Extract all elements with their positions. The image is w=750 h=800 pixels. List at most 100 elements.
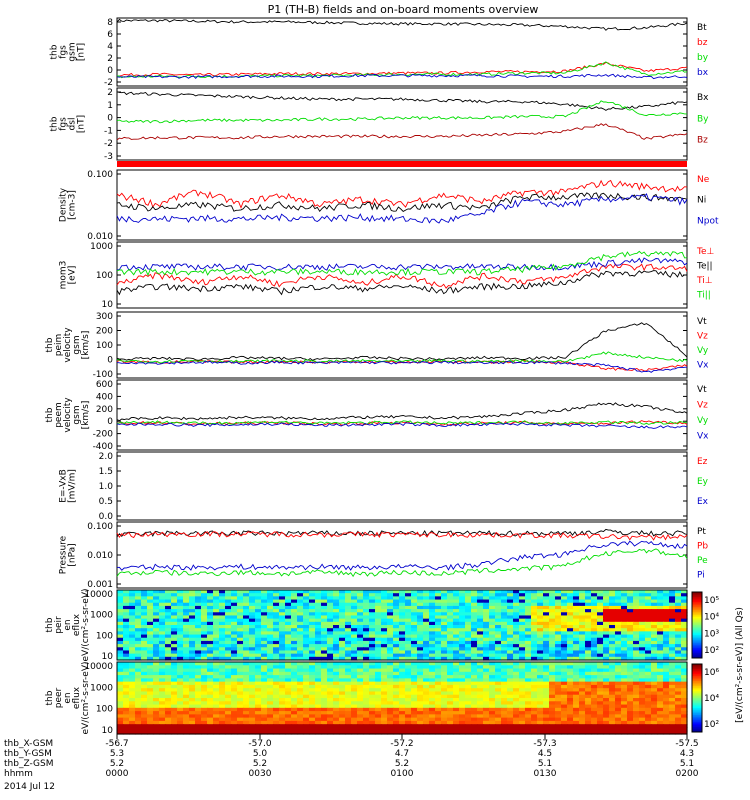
heatmap-cell: [663, 688, 670, 693]
heatmap-cell: [483, 590, 490, 594]
heatmap-cell: [381, 640, 388, 645]
heatmap-cell: [501, 599, 508, 604]
heatmap-cell: [639, 724, 646, 729]
heatmap-cell: [555, 615, 562, 620]
heatmap-cell: [201, 647, 208, 652]
heatmap-cell: [129, 717, 136, 722]
heatmap-cell: [381, 653, 388, 658]
heatmap-cell: [633, 681, 640, 686]
heatmap-cell: [531, 717, 538, 722]
heatmap-cell: [141, 609, 148, 613]
heatmap-cell: [609, 628, 616, 632]
y-axis-label: eflux: [72, 613, 82, 636]
heatmap-cell: [399, 694, 406, 699]
heatmap-cell: [261, 593, 268, 597]
heatmap-cell: [567, 720, 574, 725]
heatmap-cell: [189, 621, 196, 626]
heatmap-cell: [471, 634, 478, 639]
heatmap-cell: [411, 615, 418, 620]
heatmap-cell: [459, 631, 466, 636]
heatmap-cell: [243, 609, 250, 613]
heatmap-cell: [459, 599, 466, 604]
heatmap-cell: [387, 711, 394, 715]
heatmap-cell: [363, 625, 370, 629]
heatmap-cell: [351, 727, 358, 732]
heatmap-cell: [237, 671, 244, 676]
heatmap-cell: [417, 647, 424, 652]
heatmap-cell: [333, 665, 340, 670]
heatmap-cell: [417, 684, 424, 689]
series-line: [116, 270, 688, 296]
heatmap-cell: [573, 724, 580, 729]
heatmap-cell: [519, 691, 526, 696]
heatmap-cell: [213, 609, 220, 613]
heatmap-cell: [267, 593, 274, 597]
heatmap-cell: [129, 615, 136, 620]
heatmap-cell: [387, 668, 394, 673]
heatmap-cell: [129, 671, 136, 676]
heatmap-cell: [351, 711, 358, 715]
heatmap-cell: [639, 698, 646, 702]
heatmap-cell: [549, 707, 556, 712]
heatmap-cell: [237, 602, 244, 607]
heatmap-cell: [249, 631, 256, 636]
y-tick-label: 2: [107, 54, 113, 64]
panel-frame: [116, 379, 688, 451]
heatmap-cell: [237, 662, 244, 666]
heatmap-cell: [225, 714, 232, 719]
heatmap-cell: [561, 675, 568, 679]
heatmap-cell: [603, 711, 610, 715]
heatmap-cell: [117, 691, 124, 696]
heatmap-cell: [147, 701, 154, 706]
heatmap-cell: [333, 730, 340, 735]
heatmap-cell: [369, 644, 376, 648]
heatmap-cell: [423, 678, 430, 683]
heatmap-cell: [381, 691, 388, 696]
heatmap-cell: [279, 724, 286, 729]
heatmap-cell: [399, 644, 406, 648]
heatmap-cell: [135, 640, 142, 645]
heatmap-cell: [417, 609, 424, 613]
heatmap-cell: [213, 720, 220, 725]
heatmap-cell: [339, 599, 346, 604]
legend-label: bz: [697, 38, 708, 48]
heatmap-cell: [573, 704, 580, 709]
heatmap-cell: [477, 656, 484, 661]
heatmap-cell: [573, 707, 580, 712]
heatmap-cell: [405, 621, 412, 626]
heatmap-cell: [501, 590, 508, 594]
heatmap-cell: [369, 665, 376, 670]
heatmap-cell: [321, 647, 328, 652]
heatmap-cell: [495, 637, 502, 642]
heatmap-cell: [549, 724, 556, 729]
heatmap-cell: [627, 631, 634, 636]
heatmap-cell: [309, 634, 316, 639]
heatmap-cell: [393, 727, 400, 732]
legend-label: Vt: [697, 317, 707, 327]
heatmap-cell: [639, 656, 646, 661]
heatmap-cell: [381, 631, 388, 636]
heatmap-cell: [201, 602, 208, 607]
heatmap-cell: [285, 631, 292, 636]
heatmap-cell: [285, 612, 292, 617]
heatmap-cell: [561, 707, 568, 712]
heatmap-cell: [249, 653, 256, 658]
heatmap-cell: [429, 665, 436, 670]
heatmap-cell: [615, 599, 622, 604]
heatmap-cell: [267, 621, 274, 626]
heatmap-cell: [393, 730, 400, 735]
heatmap-cell: [171, 593, 178, 597]
heatmap-cell: [339, 668, 346, 673]
heatmap-cell: [309, 628, 316, 632]
heatmap-cell: [633, 714, 640, 719]
colorbar-cell: [692, 723, 702, 726]
heatmap-cell: [165, 707, 172, 712]
heatmap-cell: [333, 602, 340, 607]
heatmap-cell: [483, 684, 490, 689]
heatmap-cell: [153, 628, 160, 632]
heatmap-cell: [309, 644, 316, 648]
heatmap-cell: [123, 698, 130, 702]
colorbar-cell: [692, 623, 702, 626]
heatmap-cell: [651, 599, 658, 604]
heatmap-cell: [213, 612, 220, 617]
